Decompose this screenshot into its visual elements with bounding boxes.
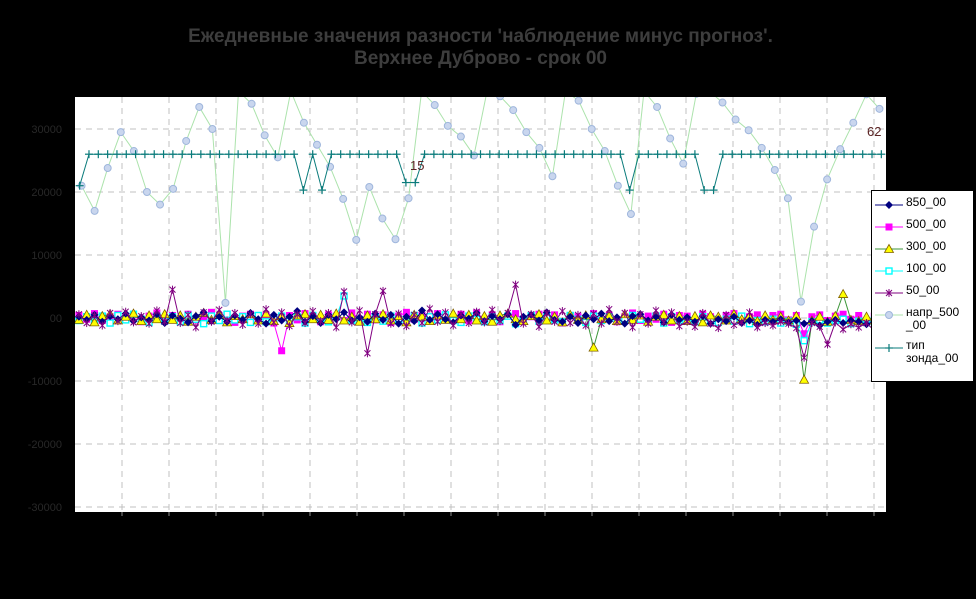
circle-marker-icon — [875, 311, 903, 319]
legend-label: 850_00 — [906, 195, 947, 209]
legend-item-тип зонда_00[interactable]: тип зонда_00 — [874, 339, 973, 365]
y-axis-tick-label: -20000 — [28, 439, 62, 451]
y-axis-tick-label: 30000 — [31, 124, 62, 136]
legend-item-300_00[interactable]: 300_00 — [874, 240, 973, 255]
series-50_00 — [75, 280, 886, 362]
y-axis-tick-label: -30000 — [28, 502, 62, 514]
y-axis-tick-label: 00 — [50, 313, 62, 325]
legend-label: 300_00 — [906, 239, 947, 253]
plot-background — [75, 97, 886, 512]
chart-title: Ежедневные значения разности 'наблюдение… — [75, 26, 886, 70]
legend-item-850_00[interactable]: 850_00 — [874, 196, 973, 211]
legend-item-напр_500_00[interactable]: напр_500 _00 — [874, 306, 973, 332]
legend-label: 500_00 — [906, 217, 947, 231]
legend-item-100_00[interactable]: 100_00 — [874, 262, 973, 277]
data-label-annotation: 62 — [867, 124, 881, 139]
chart-title-line1: Ежедневные значения разности 'наблюдение… — [188, 26, 773, 47]
data-label-annotation: 15 — [410, 158, 424, 173]
y-axis-tick-label: 20000 — [31, 187, 62, 199]
y-axis-tick-label: 10000 — [31, 250, 62, 262]
legend-label: 50_00 — [906, 283, 940, 297]
square-marker-icon — [875, 223, 903, 231]
plus-marker-icon — [875, 344, 903, 352]
legend-label: напр_500 _00 — [906, 305, 960, 332]
triangle-marker-icon — [875, 243, 903, 253]
legend-item-500_00[interactable]: 500_00 — [874, 218, 973, 233]
diamond-marker-icon — [875, 201, 903, 209]
asterisk-marker-icon — [875, 289, 903, 297]
series-тип зонда_00 — [75, 150, 886, 195]
legend-label: тип зонда_00 — [906, 338, 959, 365]
y-axis-tick-label: -10000 — [28, 376, 62, 388]
open-square-marker-icon — [875, 267, 903, 275]
chart-title-line2: Верхнее Дуброво - срок 00 — [353, 48, 607, 69]
legend-label: 100_00 — [906, 261, 947, 275]
legend-item-50_00[interactable]: 50_00 — [874, 284, 973, 299]
legend[interactable]: 850_00 500_00 300_00 100_00 50_00 напр_500 _0… — [871, 190, 974, 382]
